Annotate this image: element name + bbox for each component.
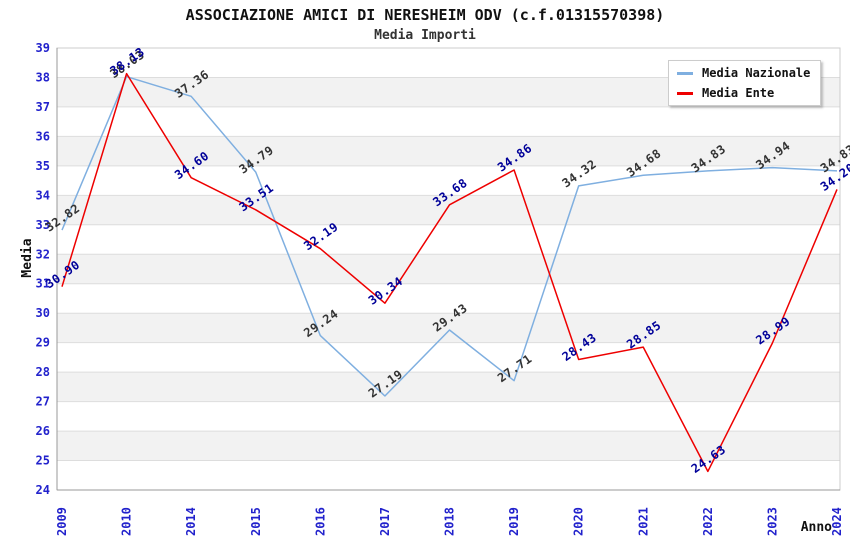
y-tick-label: 29 — [36, 336, 50, 350]
y-tick-label: 35 — [36, 159, 50, 173]
y-tick-label: 33 — [36, 218, 50, 232]
legend-label: Media Ente — [702, 86, 775, 100]
x-tick-label: 2016 — [313, 507, 327, 536]
chart-subtitle: Media Importi — [374, 28, 476, 43]
x-tick-label: 2024 — [830, 507, 844, 536]
plot-band — [57, 195, 840, 225]
plot-band — [57, 136, 840, 166]
series-line-media-ente — [61, 72, 838, 473]
x-tick-label: 2021 — [636, 507, 650, 536]
legend-label: Media Nazionale — [702, 66, 811, 80]
legend-color-dash — [677, 91, 693, 95]
plot-band — [57, 372, 840, 402]
x-tick-label: 2014 — [184, 507, 198, 536]
plot-band — [57, 431, 840, 461]
y-axis-title: Media — [20, 238, 35, 277]
x-tick-label: 2015 — [249, 507, 263, 536]
y-tick-label: 36 — [36, 129, 50, 143]
plot-band — [57, 254, 840, 284]
legend-color-dash — [677, 71, 693, 75]
y-tick-label: 24 — [36, 483, 50, 497]
x-tick-label: 2009 — [55, 507, 69, 536]
x-tick-label: 2010 — [120, 507, 134, 536]
chart-title: ASSOCIAZIONE AMICI DI NERESHEIM ODV (c.f… — [185, 6, 665, 24]
legend-item-media-ente: Media Ente — [677, 86, 810, 100]
y-tick-label: 37 — [36, 100, 50, 114]
x-tick-label: 2020 — [572, 507, 586, 536]
y-tick-label: 32 — [36, 247, 50, 261]
y-tick-label: 38 — [36, 70, 50, 84]
legend-item-media-nazionale: Media Nazionale — [677, 66, 810, 80]
y-tick-label: 39 — [36, 41, 50, 55]
y-tick-label: 30 — [36, 306, 50, 320]
y-tick-label: 25 — [36, 454, 50, 468]
y-tick-label: 34 — [36, 188, 50, 202]
y-tick-label: 28 — [36, 365, 50, 379]
series-line-media-nazionale — [61, 75, 838, 397]
y-tick-label: 26 — [36, 424, 50, 438]
x-tick-label: 2018 — [443, 507, 457, 536]
legend: Media Nazionale Media Ente — [668, 60, 822, 106]
x-tick-label: 2022 — [701, 507, 715, 536]
x-tick-label: 2017 — [378, 507, 392, 536]
x-axis-title: Anno — [801, 520, 832, 535]
plot-band — [57, 313, 840, 343]
x-tick-label: 2019 — [507, 507, 521, 536]
y-tick-label: 27 — [36, 395, 50, 409]
x-tick-label: 2023 — [765, 507, 779, 536]
y-tick-label: 31 — [36, 277, 50, 291]
